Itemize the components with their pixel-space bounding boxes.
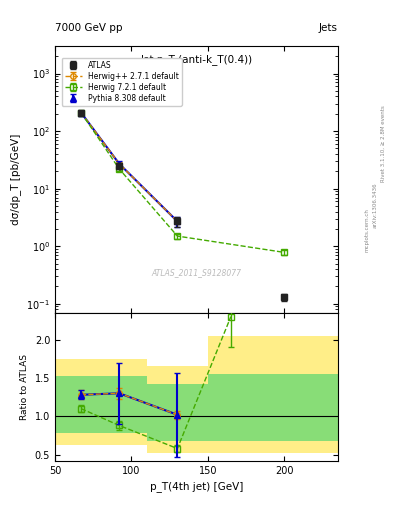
- Bar: [101, 376, 147, 433]
- Bar: [208, 374, 345, 441]
- Text: Jet p_T (anti-k_T(0.4)): Jet p_T (anti-k_T(0.4)): [140, 54, 253, 65]
- Bar: [147, 367, 208, 453]
- Y-axis label: Ratio to ATLAS: Ratio to ATLAS: [20, 354, 29, 420]
- Text: ATLAS_2011_S9128077: ATLAS_2011_S9128077: [151, 268, 242, 277]
- Text: mcplots.cern.ch: mcplots.cern.ch: [365, 208, 370, 252]
- Text: Rivet 3.1.10, ≥ 2.8M events: Rivet 3.1.10, ≥ 2.8M events: [381, 105, 386, 182]
- Bar: [101, 359, 147, 445]
- Text: arXiv:1306.3436: arXiv:1306.3436: [373, 182, 378, 228]
- Bar: [147, 384, 208, 441]
- Bar: [208, 336, 345, 453]
- Text: 7000 GeV pp: 7000 GeV pp: [55, 23, 123, 33]
- Text: Jets: Jets: [319, 23, 338, 33]
- Legend: ATLAS, Herwig++ 2.7.1 default, Herwig 7.2.1 default, Pythia 8.308 default: ATLAS, Herwig++ 2.7.1 default, Herwig 7.…: [62, 58, 182, 106]
- Bar: [55, 359, 101, 445]
- X-axis label: p_T(4th jet) [GeV]: p_T(4th jet) [GeV]: [150, 481, 243, 492]
- Bar: [55, 376, 101, 433]
- Y-axis label: dσ/dp_T [pb/GeV]: dσ/dp_T [pb/GeV]: [10, 134, 21, 225]
